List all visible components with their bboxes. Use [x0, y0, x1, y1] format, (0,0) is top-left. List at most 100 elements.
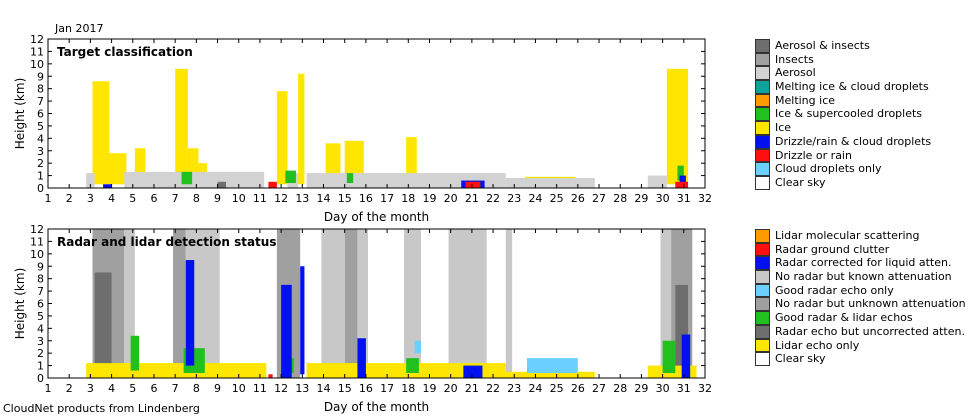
classification-xlabel: Day of the month	[324, 210, 429, 224]
detection-xtick-label: 29	[634, 382, 648, 395]
detection-xtick-label: 8	[193, 382, 200, 395]
classification-xtick-label: 4	[108, 192, 115, 205]
classification-legend-swatch	[755, 66, 770, 81]
detection-xtick-label: 16	[359, 382, 373, 395]
classification-xtick-label: 6	[150, 192, 157, 205]
detection-legend-label: Lidar echo only	[775, 338, 860, 352]
detection-ytick-label: 7	[37, 285, 44, 298]
classification-region-13	[86, 173, 95, 188]
classification-xtick-label: 3	[87, 192, 94, 205]
detection-xtick-label: 28	[613, 382, 627, 395]
classification-legend-swatch	[755, 52, 770, 67]
detection-legend-swatch	[755, 352, 770, 366]
classification-legend-swatch	[755, 134, 770, 149]
classification-region-21	[285, 170, 296, 184]
detection-region-31	[463, 365, 483, 378]
detection-legend-label: Lidar molecular scattering	[775, 229, 920, 242]
classification-xtick-label: 29	[634, 192, 648, 205]
classification-xtick-label: 12	[274, 192, 288, 205]
classification-legend-item: Cloud droplets only	[755, 162, 931, 176]
detection-xtick-label: 27	[592, 382, 606, 395]
classification-xtick-label: 22	[486, 192, 500, 205]
detection-ytick-label: 4	[37, 322, 44, 335]
classification-legend-label: Melting ice	[775, 93, 836, 107]
detection-xtick-label: 22	[486, 382, 500, 395]
detection-ylabel: Height (km)	[13, 268, 27, 339]
detection-region-32	[268, 374, 273, 378]
detection-title: Radar and lidar detection status	[57, 235, 276, 249]
detection-ytick-label: 10	[30, 248, 44, 261]
detection-legend-swatch	[755, 324, 770, 339]
classification-xtick-label: 2	[66, 192, 73, 205]
classification-legend-label: Melting ice & cloud droplets	[775, 80, 929, 94]
detection-legend-item: Radar ground clutter	[755, 242, 966, 257]
detection-region-9	[404, 229, 422, 378]
classification-legend-label: Aerosol & insects	[775, 39, 870, 52]
classification-region-22	[346, 173, 354, 184]
classification-legend-item: Aerosol	[755, 66, 931, 81]
detection-region-30	[681, 334, 691, 378]
detection-region-13	[94, 272, 112, 378]
detection-xlabel: Day of the month	[324, 400, 429, 414]
detection-legend-item: Good radar & lidar echos	[755, 311, 966, 325]
classification-legend-swatch	[755, 107, 770, 122]
classification-legend-label: Ice & supercooled droplets	[775, 107, 923, 121]
detection-region-28	[185, 260, 195, 366]
detection-region-19	[526, 358, 578, 374]
classification-xtick-label: 13	[295, 192, 309, 205]
classification-region-27	[268, 181, 277, 188]
classification-plot-area	[48, 39, 705, 188]
classification-legend-item: Aerosol & insects	[755, 39, 931, 53]
credit-text: CloudNet products from Lindenberg	[3, 402, 200, 415]
detection-legend-swatch	[755, 229, 770, 243]
detection-xtick-label: 24	[528, 382, 542, 395]
detection-xtick-label: 10	[232, 382, 246, 395]
detection-xtick-label: 19	[422, 382, 436, 395]
classification-legend-label: Ice	[775, 121, 792, 135]
classification-region-7	[298, 73, 305, 185]
classification-ytick-label: 9	[37, 70, 44, 83]
classification-region-2	[134, 148, 146, 185]
classification-region-16	[306, 173, 506, 188]
classification-legend-swatch	[755, 39, 770, 53]
detection-xtick-label: 12	[274, 382, 288, 395]
detection-legend-swatch	[755, 270, 770, 284]
detection-legend-label: Clear sky	[775, 352, 826, 366]
classification-region-26	[679, 175, 686, 185]
detection-xtick-label: 15	[338, 382, 352, 395]
classification-region-17	[505, 178, 595, 188]
classification-xtick-label: 19	[422, 192, 436, 205]
classification-legend-swatch	[755, 93, 770, 108]
classification-ytick-label: 2	[37, 157, 44, 170]
classification-region-29	[675, 181, 689, 188]
detection-xtick-label: 17	[380, 382, 394, 395]
classification-ytick-label: 0	[37, 182, 44, 195]
classification-xtick-label: 14	[317, 192, 331, 205]
classification-region-18	[647, 175, 667, 188]
classification-legend-label: Clear sky	[775, 175, 826, 189]
detection-legend-swatch	[755, 283, 770, 298]
classification-ytick-label: 7	[37, 95, 44, 108]
classification-xtick-label: 10	[232, 192, 246, 205]
detection-xtick-label: 11	[253, 382, 267, 395]
classification-region-4	[187, 148, 199, 185]
classification-legend-swatch	[755, 175, 770, 190]
detection-xtick-label: 14	[317, 382, 331, 395]
detection-ytick-label: 11	[30, 235, 44, 248]
classification-legend-item: Ice	[755, 121, 931, 135]
detection-ytick-label: 8	[37, 273, 44, 286]
detection-region-15	[86, 363, 267, 378]
detection-ytick-label: 3	[37, 335, 44, 348]
detection-xtick-label: 30	[656, 382, 670, 395]
classification-xtick-label: 28	[613, 192, 627, 205]
classification-title: Target classification	[57, 45, 193, 59]
classification-legend-item: Melting ice	[755, 93, 931, 108]
detection-legend-swatch	[755, 338, 770, 353]
classification-legend-swatch	[755, 121, 770, 135]
classification-legend: Aerosol & insects Insects Aerosol Melting i…	[755, 39, 931, 190]
detection-legend-item: No radar but unknown attenuation	[755, 297, 966, 312]
classification-legend-label: Insects	[775, 52, 814, 66]
classification-xtick-label: 30	[656, 192, 670, 205]
detection-xtick-label: 25	[550, 382, 564, 395]
